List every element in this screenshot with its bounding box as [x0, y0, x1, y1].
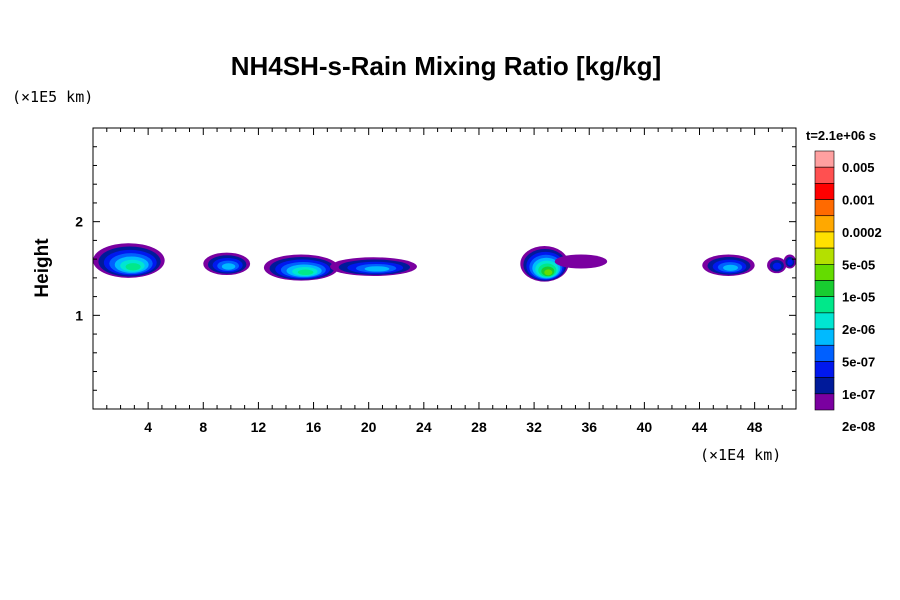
y-axis-ticks: 12: [75, 146, 796, 391]
colorbar-swatch: [814, 150, 835, 168]
plot-frame: [92, 127, 797, 410]
colorbar-swatch: [814, 328, 835, 346]
colorbar-label: 2e-08: [842, 419, 875, 434]
colorbar-swatch: [814, 296, 835, 314]
colorbar-label: 5e-07: [842, 354, 875, 369]
cloud-contour: [544, 269, 553, 276]
x-tick-label: 28: [471, 419, 487, 435]
colorbar-swatch: [814, 166, 835, 184]
cloud-contour: [125, 263, 141, 271]
colorbar-swatch: [814, 312, 835, 330]
cloud-contour: [221, 263, 236, 270]
x-tick-label: 32: [526, 419, 542, 435]
cloud-contour: [787, 259, 793, 266]
time-label: t=2.1e+06 s: [806, 128, 876, 143]
colorbar-label: 5e-05: [842, 257, 875, 272]
cloud-contour: [554, 254, 608, 269]
chart-title: NH4SH-s-Rain Mixing Ratio [kg/kg]: [231, 51, 661, 81]
colorbar-swatch: [814, 344, 835, 362]
x-tick-label: 44: [692, 419, 708, 435]
colorbar-swatch: [814, 199, 835, 217]
y-tick-label: 1: [75, 307, 83, 323]
plot-area: [93, 243, 796, 282]
colorbar-label: 1e-05: [842, 290, 875, 305]
colorbar-swatch: [814, 361, 835, 378]
x-tick-label: 20: [361, 419, 377, 435]
x-tick-label: 12: [251, 419, 267, 435]
colorbar-swatch: [814, 280, 835, 297]
colorbar-label: 0.001: [842, 193, 875, 208]
x-axis-ticks: 4 8 12 16 20 24 28 32 36 40 44 48: [106, 128, 783, 435]
y-unit-label: (×1E5 km): [12, 88, 93, 106]
cloud-contour: [297, 269, 314, 276]
y-tick-label: 2: [75, 214, 83, 230]
cloud-contour: [723, 264, 739, 271]
colorbar-label: 0.0002: [842, 225, 882, 240]
x-tick-label: 24: [416, 419, 432, 435]
colorbar-label: 0.005: [842, 160, 875, 175]
y-axis-title: Height: [32, 238, 53, 298]
colorbar-swatch: [814, 377, 835, 395]
x-tick-label: 36: [581, 419, 597, 435]
colorbar-swatch: [814, 231, 835, 249]
colorbar-swatch: [814, 264, 835, 281]
x-tick-label: 40: [637, 419, 653, 435]
colorbar-label: 1e-07: [842, 387, 875, 402]
colorbar-swatch: [814, 183, 835, 200]
colorbar-swatch: [814, 215, 835, 233]
colorbar-label: 2e-06: [842, 322, 875, 337]
x-tick-label: 8: [199, 419, 207, 435]
x-tick-label: 16: [306, 419, 322, 435]
cloud-contour: [772, 262, 782, 270]
x-tick-label: 48: [747, 419, 763, 435]
colorbar-swatch: [814, 247, 835, 265]
cloud-contour: [364, 266, 390, 272]
colorbar-legend: 0.005 0.001 0.0002 5e-05 1e-05 2e-06 5e-07 1e-0…: [814, 150, 882, 434]
colorbar-swatch: [814, 393, 835, 411]
x-tick-label: 4: [144, 419, 152, 435]
x-unit-label: (×1E4 km): [700, 446, 781, 464]
